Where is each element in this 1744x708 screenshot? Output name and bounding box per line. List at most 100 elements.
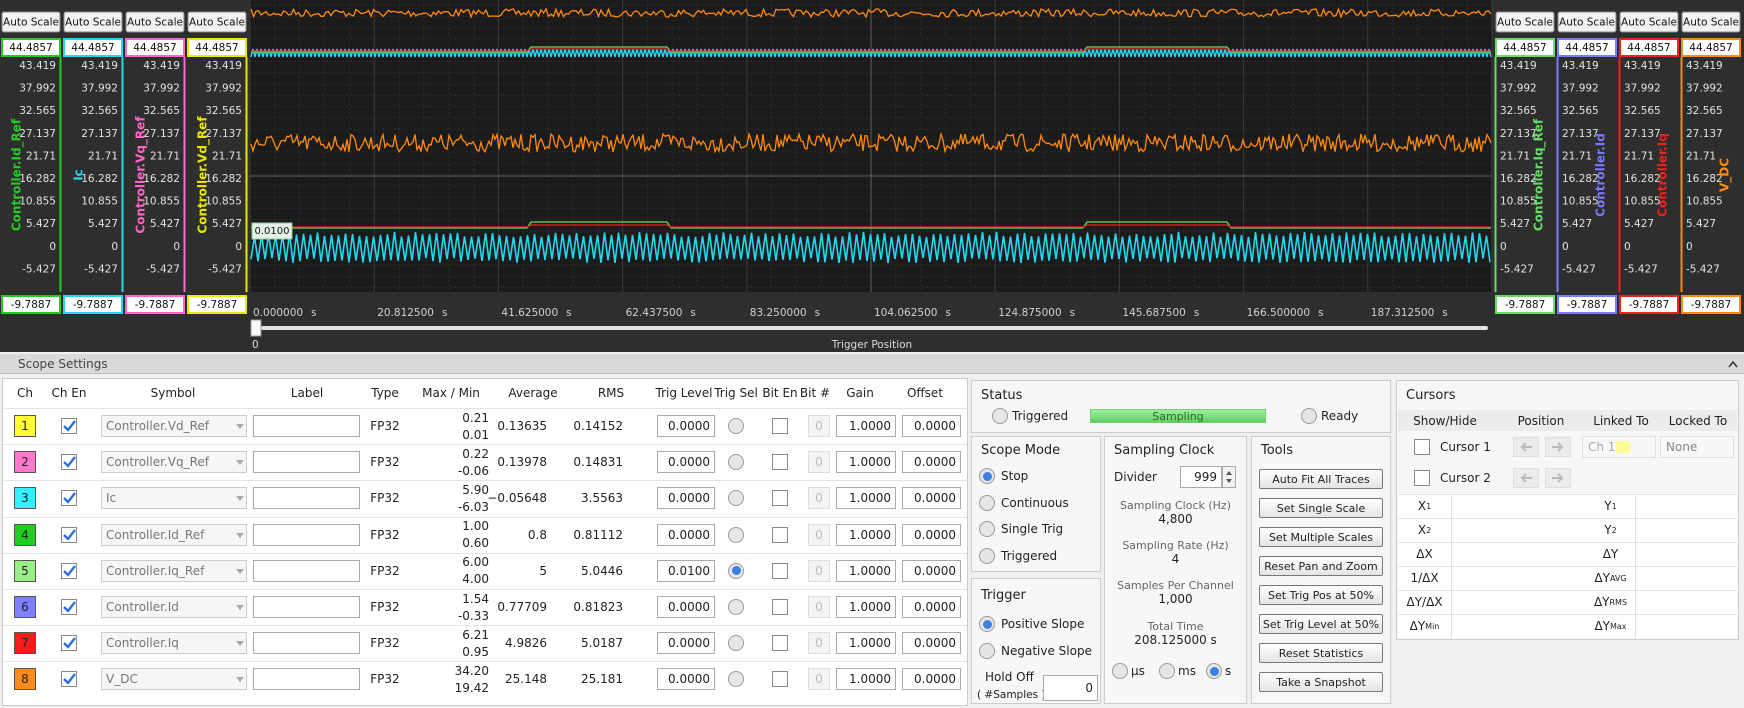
offset-input[interactable]: 0.0000: [902, 487, 961, 510]
symbol-select[interactable]: Controller.Iq: [101, 632, 247, 655]
tool-button[interactable]: Reset Pan and Zoom: [1259, 556, 1383, 576]
tool-button[interactable]: Set Trig Pos at 50%: [1259, 585, 1383, 605]
auto-scale-button[interactable]: [1681, 11, 1741, 33]
cursor-arrow-button[interactable]: [1545, 437, 1571, 457]
checkbox[interactable]: [61, 635, 77, 652]
checkbox[interactable]: [1414, 470, 1430, 486]
symbol-select[interactable]: Controller.Id_Ref: [101, 523, 247, 546]
label-input[interactable]: [253, 668, 360, 691]
tool-button[interactable]: Set Multiple Scales: [1259, 527, 1383, 547]
tool-button[interactable]: Reset Statistics: [1259, 643, 1383, 663]
radio[interactable]: [992, 408, 1008, 424]
hold-off-input[interactable]: 0: [1043, 675, 1098, 701]
checkbox[interactable]: [772, 635, 788, 652]
trig-level-input[interactable]: 0.0000: [657, 415, 715, 437]
cursor-arrow-button[interactable]: [1513, 437, 1539, 457]
gain-input[interactable]: 1.0000: [836, 523, 896, 546]
checkbox[interactable]: [772, 526, 788, 543]
checkbox[interactable]: [61, 418, 77, 434]
gain-input[interactable]: 1.0000: [836, 596, 896, 618]
trig-level-input[interactable]: 0.0000: [657, 523, 715, 546]
radio[interactable]: [728, 671, 744, 688]
offset-input[interactable]: 0.0000: [902, 596, 961, 618]
auto-scale-button[interactable]: [63, 11, 123, 33]
offset-input[interactable]: 0.0000: [902, 523, 961, 546]
checkbox[interactable]: [772, 562, 788, 579]
radio[interactable]: [979, 616, 995, 632]
axis-min-box[interactable]: [125, 295, 185, 314]
radio[interactable]: [728, 562, 744, 579]
axis-min-box[interactable]: [187, 295, 247, 314]
radio[interactable]: [1112, 663, 1128, 679]
checkbox[interactable]: [772, 490, 788, 507]
axis-max-box[interactable]: [1681, 38, 1741, 57]
trig-level-input[interactable]: 0.0000: [657, 632, 715, 655]
radio[interactable]: [728, 454, 744, 471]
label-input[interactable]: [253, 415, 360, 437]
axis-max-box[interactable]: [63, 38, 123, 57]
offset-input[interactable]: 0.0000: [902, 559, 961, 582]
gain-input[interactable]: 1.0000: [836, 559, 896, 582]
axis-min-box[interactable]: [1681, 295, 1741, 314]
symbol-select[interactable]: V_DC: [101, 668, 247, 691]
trig-level-input[interactable]: 0.0000: [657, 596, 715, 618]
tool-button[interactable]: Set Trig Level at 50%: [1259, 614, 1383, 634]
auto-scale-button[interactable]: [1495, 11, 1555, 33]
checkbox[interactable]: [772, 454, 788, 471]
label-input[interactable]: [253, 451, 360, 474]
auto-scale-button[interactable]: [1557, 11, 1617, 33]
tool-button[interactable]: Take a Snapshot: [1259, 672, 1383, 692]
trig-level-input[interactable]: 0.0100: [657, 559, 715, 582]
symbol-select[interactable]: Controller.Vq_Ref: [101, 451, 247, 474]
radio[interactable]: [1206, 663, 1222, 679]
radio[interactable]: [728, 490, 744, 507]
label-input[interactable]: [253, 487, 360, 510]
trigger-slider-thumb[interactable]: [250, 319, 262, 337]
checkbox[interactable]: [772, 599, 788, 615]
symbol-select[interactable]: Controller.Id: [101, 596, 247, 618]
label-input[interactable]: [253, 596, 360, 618]
radio[interactable]: [728, 599, 744, 615]
symbol-select[interactable]: Controller.Iq_Ref: [101, 559, 247, 582]
trig-level-input[interactable]: 0.0000: [657, 451, 715, 474]
cursor-arrow-button[interactable]: [1545, 468, 1571, 488]
axis-max-box[interactable]: [125, 38, 185, 57]
checkbox[interactable]: [61, 671, 77, 688]
offset-input[interactable]: 0.0000: [902, 451, 961, 474]
tool-button[interactable]: Auto Fit All Traces: [1259, 469, 1383, 489]
auto-scale-button[interactable]: [125, 11, 185, 33]
label-input[interactable]: [253, 559, 360, 582]
radio[interactable]: [1159, 663, 1175, 679]
axis-max-box[interactable]: [1619, 38, 1679, 57]
radio[interactable]: [979, 643, 995, 659]
checkbox[interactable]: [61, 562, 77, 579]
offset-input[interactable]: 0.0000: [902, 415, 961, 437]
cursor-arrow-button[interactable]: [1513, 468, 1539, 488]
axis-min-box[interactable]: [1619, 295, 1679, 314]
axis-min-box[interactable]: [1495, 295, 1555, 314]
checkbox[interactable]: [61, 490, 77, 507]
label-input[interactable]: [253, 523, 360, 546]
radio[interactable]: [979, 468, 995, 484]
gain-input[interactable]: 1.0000: [836, 668, 896, 691]
radio[interactable]: [728, 635, 744, 652]
radio[interactable]: [979, 521, 995, 538]
tool-button[interactable]: Set Single Scale: [1259, 498, 1383, 518]
label-input[interactable]: [253, 632, 360, 655]
trig-level-input[interactable]: 0.0000: [657, 668, 715, 691]
trig-level-input[interactable]: 0.0000: [657, 487, 715, 510]
radio[interactable]: [1301, 408, 1317, 424]
divider-input[interactable]: 999: [1180, 466, 1222, 488]
radio[interactable]: [979, 548, 995, 565]
symbol-select[interactable]: Controller.Vd_Ref: [101, 415, 247, 437]
axis-max-box[interactable]: [1557, 38, 1617, 57]
axis-min-box[interactable]: [1, 295, 61, 314]
checkbox[interactable]: [772, 671, 788, 688]
trigger-slider-track[interactable]: [256, 326, 1488, 330]
radio[interactable]: [728, 526, 744, 543]
axis-max-box[interactable]: [1, 38, 61, 57]
axis-min-box[interactable]: [1557, 295, 1617, 314]
checkbox[interactable]: [1414, 439, 1430, 455]
gain-input[interactable]: 1.0000: [836, 632, 896, 655]
gain-input[interactable]: 1.0000: [836, 415, 896, 437]
